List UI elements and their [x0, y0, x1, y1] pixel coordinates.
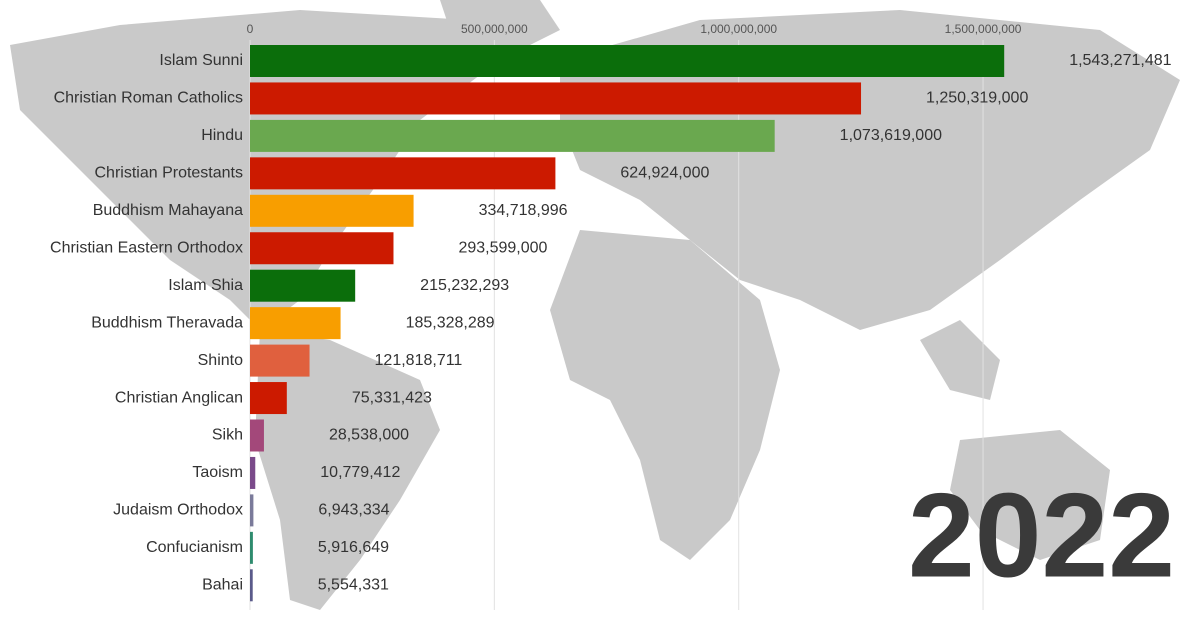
bar	[250, 456, 256, 489]
value-label: 1,250,319,000	[926, 90, 1028, 107]
bar	[250, 232, 394, 265]
value-label: 121,818,711	[375, 352, 463, 369]
category-label: Buddhism Theravada	[91, 314, 243, 331]
category-label: Christian Anglican	[115, 389, 243, 406]
x-tick-label: 0	[247, 22, 254, 36]
x-tick-label: 1,500,000,000	[945, 22, 1022, 36]
bar	[250, 269, 356, 302]
year-label: 2022	[908, 469, 1175, 603]
bar	[250, 45, 1005, 77]
value-label: 334,718,996	[479, 202, 568, 219]
value-label: 1,073,619,000	[840, 127, 942, 144]
value-label: 5,554,331	[318, 577, 389, 594]
category-label: Taoism	[192, 464, 243, 481]
bar	[250, 307, 341, 340]
x-tick-label: 500,000,000	[461, 22, 528, 36]
bar	[250, 531, 253, 564]
bar	[250, 569, 253, 602]
value-label: 75,331,423	[352, 389, 432, 406]
bar	[250, 194, 414, 227]
category-label: Hindu	[201, 127, 243, 144]
category-label: Christian Roman Catholics	[54, 90, 243, 107]
value-label: 10,779,412	[320, 464, 400, 481]
category-label: Islam Sunni	[159, 52, 243, 69]
bar	[250, 494, 254, 527]
category-label: Shinto	[198, 352, 243, 369]
category-label: Christian Protestants	[94, 165, 243, 182]
bar	[250, 82, 862, 115]
value-label: 215,232,293	[420, 277, 509, 294]
value-label: 185,328,289	[406, 314, 495, 331]
bar	[250, 382, 287, 415]
value-label: 28,538,000	[329, 427, 409, 444]
value-label: 6,943,334	[318, 502, 389, 519]
value-label: 1,543,271,481	[1069, 52, 1171, 69]
category-label: Sikh	[212, 427, 243, 444]
x-tick-label: 1,000,000,000	[700, 22, 777, 36]
category-label: Christian Eastern Orthodox	[50, 239, 243, 256]
bar	[250, 344, 310, 377]
category-label: Bahai	[202, 577, 243, 594]
bar	[250, 119, 775, 152]
value-label: 624,924,000	[620, 165, 709, 182]
category-label: Islam Shia	[168, 277, 243, 294]
category-label: Judaism Orthodox	[113, 502, 243, 519]
category-label: Buddhism Mahayana	[93, 202, 243, 219]
bar	[250, 157, 556, 190]
value-label: 293,599,000	[458, 239, 547, 256]
bar	[250, 419, 264, 452]
value-label: 5,916,649	[318, 539, 389, 556]
category-label: Confucianism	[146, 539, 243, 556]
